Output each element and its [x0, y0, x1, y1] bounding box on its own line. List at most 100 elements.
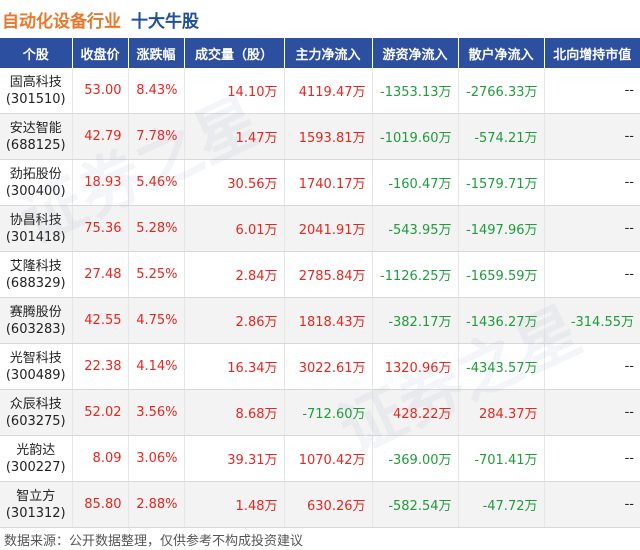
volume-cell: 8.68万 [184, 389, 285, 436]
stock-code: (688125) [5, 137, 66, 153]
main-flow-cell: 4119.47万 [284, 68, 373, 114]
main-flow-cell: 630.26万 [284, 481, 373, 528]
title-sub: 十大牛股 [131, 11, 199, 32]
north-flow-cell: -- [544, 343, 640, 390]
retail-flow-cell: -4343.57万 [458, 343, 545, 390]
stock-code: (301418) [5, 229, 66, 245]
north-flow-cell: -- [544, 68, 640, 114]
hot-flow-cell: -382.17万 [372, 297, 459, 344]
volume-cell: 16.34万 [184, 343, 285, 390]
volume-cell: 30.56万 [184, 159, 285, 206]
stock-name: 艾隆科技 [9, 258, 62, 274]
retail-flow-cell: -1497.96万 [458, 205, 545, 252]
change-pct-cell: 5.28% [128, 205, 185, 252]
table-row: 赛腾股份 (603283) 42.55 4.75% 2.86万 1818.43万 -382.… [0, 297, 640, 344]
header-hot-flow: 游资净流入 [372, 38, 459, 68]
hot-flow-cell: -582.54万 [372, 481, 459, 528]
volume-cell: 2.86万 [184, 297, 285, 344]
retail-flow-cell: -574.21万 [458, 113, 545, 160]
page-title: 自动化设备行业 十大牛股 [0, 0, 640, 38]
stock-name: 光智科技 [9, 350, 62, 366]
table-row: 光智科技 (300489) 22.38 4.14% 16.34万 3022.61万 1320… [0, 343, 640, 390]
close-price-cell: 42.55 [72, 297, 129, 344]
change-pct-cell: 4.75% [128, 297, 185, 344]
close-price-cell: 75.36 [72, 205, 129, 252]
stock-name: 劲拓股份 [9, 166, 62, 182]
main-flow-cell: 2041.91万 [284, 205, 373, 252]
main-flow-cell: -712.60万 [284, 389, 373, 436]
hot-flow-cell: -1126.25万 [372, 251, 459, 298]
north-flow-cell: -- [544, 389, 640, 436]
stock-name: 安达智能 [9, 120, 62, 136]
stock-name: 固高科技 [9, 74, 62, 90]
hot-flow-cell: 1320.96万 [372, 343, 459, 390]
table-row: 安达智能 (688125) 42.79 7.78% 1.47万 1593.81万 -1019… [0, 113, 640, 160]
close-price-cell: 53.00 [72, 68, 129, 114]
stock-cell: 协昌科技 (301418) [0, 205, 73, 252]
stock-name: 赛腾股份 [9, 304, 62, 320]
stock-table: 个股 收盘价 涨跌幅 成交量（股） 主力净流入 游资净流入 散户净流入 北向增持… [0, 38, 640, 528]
hot-flow-cell: -1019.60万 [372, 113, 459, 160]
table-row: 协昌科技 (301418) 75.36 5.28% 6.01万 2041.91万 -543.… [0, 205, 640, 252]
stock-cell: 安达智能 (688125) [0, 113, 73, 160]
change-pct-cell: 8.43% [128, 68, 185, 114]
north-flow-cell: -- [544, 251, 640, 298]
header-close: 收盘价 [72, 38, 129, 68]
north-flow-cell: -- [544, 435, 640, 482]
stock-code: (300489) [5, 367, 66, 383]
stock-name: 光韵达 [16, 442, 56, 458]
hot-flow-cell: 428.22万 [372, 389, 459, 436]
table-header-row: 个股 收盘价 涨跌幅 成交量（股） 主力净流入 游资净流入 散户净流入 北向增持… [0, 38, 640, 68]
main-flow-cell: 3022.61万 [284, 343, 373, 390]
retail-flow-cell: -1436.27万 [458, 297, 545, 344]
volume-cell: 6.01万 [184, 205, 285, 252]
change-pct-cell: 4.14% [128, 343, 185, 390]
hot-flow-cell: -543.95万 [372, 205, 459, 252]
table-row: 固高科技 (301510) 53.00 8.43% 14.10万 4119.47万 -135… [0, 68, 640, 114]
header-main-flow: 主力净流入 [284, 38, 373, 68]
hot-flow-cell: -1353.13万 [372, 68, 459, 114]
stock-cell: 智立方 (301312) [0, 481, 73, 528]
main-flow-cell: 2785.84万 [284, 251, 373, 298]
hot-flow-cell: -369.00万 [372, 435, 459, 482]
north-flow-cell: -- [544, 481, 640, 528]
stock-name: 协昌科技 [9, 212, 62, 228]
close-price-cell: 18.93 [72, 159, 129, 206]
stock-code: (300400) [5, 183, 66, 199]
retail-flow-cell: 284.37万 [458, 389, 545, 436]
stock-cell: 光韵达 (300227) [0, 435, 73, 482]
stock-code: (603275) [5, 413, 66, 429]
retail-flow-cell: -701.41万 [458, 435, 545, 482]
north-flow-cell: -- [544, 159, 640, 206]
change-pct-cell: 5.25% [128, 251, 185, 298]
north-flow-cell: -314.55万 [544, 297, 640, 344]
volume-cell: 1.47万 [184, 113, 285, 160]
change-pct-cell: 2.88% [128, 481, 185, 528]
north-flow-cell: -- [544, 113, 640, 160]
header-volume: 成交量（股） [184, 38, 285, 68]
stock-cell: 光智科技 (300489) [0, 343, 73, 390]
change-pct-cell: 7.78% [128, 113, 185, 160]
stock-cell: 赛腾股份 (603283) [0, 297, 73, 344]
close-price-cell: 22.38 [72, 343, 129, 390]
header-stock: 个股 [0, 38, 73, 68]
table-row: 光韵达 (300227) 8.09 3.06% 39.31万 1070.42万 -369.0… [0, 435, 640, 482]
north-flow-cell: -- [544, 205, 640, 252]
title-main: 自动化设备行业 [2, 11, 121, 32]
table-row: 众辰科技 (603275) 52.02 3.56% 8.68万 -712.60万 428.2… [0, 389, 640, 436]
main-flow-cell: 1070.42万 [284, 435, 373, 482]
volume-cell: 1.48万 [184, 481, 285, 528]
main-flow-cell: 1818.43万 [284, 297, 373, 344]
close-price-cell: 85.80 [72, 481, 129, 528]
data-source-note: 数据来源：公开数据整理，仅供参考不构成投资建议 [4, 534, 304, 549]
retail-flow-cell: -2766.33万 [458, 68, 545, 114]
stock-cell: 众辰科技 (603275) [0, 389, 73, 436]
main-flow-cell: 1740.17万 [284, 159, 373, 206]
header-north: 北向增持市值 [544, 38, 640, 68]
volume-cell: 14.10万 [184, 68, 285, 114]
retail-flow-cell: -1659.59万 [458, 251, 545, 298]
stock-name: 智立方 [16, 488, 56, 504]
header-change: 涨跌幅 [128, 38, 185, 68]
stock-cell: 固高科技 (301510) [0, 68, 73, 114]
change-pct-cell: 5.46% [128, 159, 185, 206]
